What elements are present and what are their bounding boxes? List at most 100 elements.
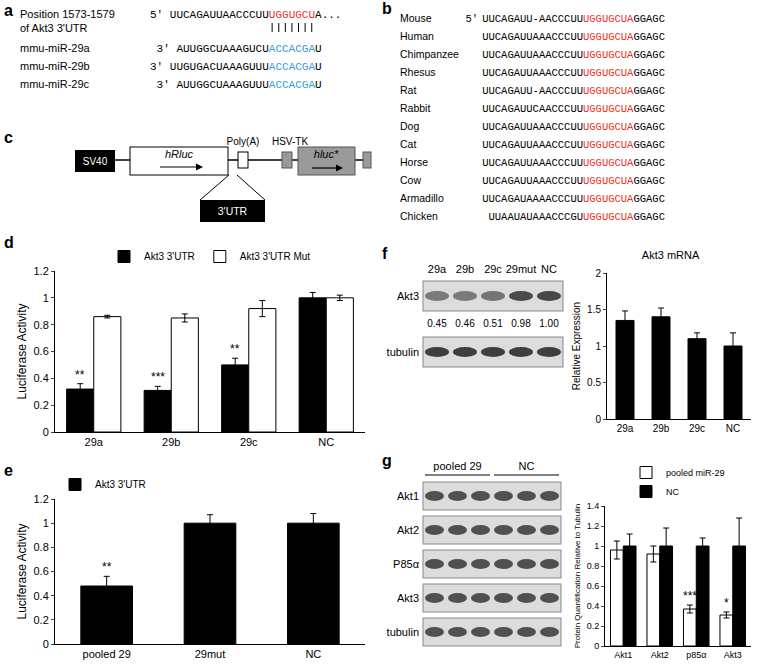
svg-text:0.51: 0.51 bbox=[483, 318, 503, 329]
svg-text:***: *** bbox=[151, 370, 165, 384]
svg-text:NC: NC bbox=[541, 263, 557, 275]
svg-text:0.6: 0.6 bbox=[34, 345, 49, 357]
svg-text:mmu-miR-29b: mmu-miR-29b bbox=[20, 60, 90, 72]
svg-text:UGGUGCUAGGAGC: UGGUGCUAGGAGC bbox=[583, 211, 665, 223]
svg-text:UUCAGAUUAAACCCUU: UUCAGAUUAAACCCUU bbox=[482, 157, 583, 169]
svg-text:29a: 29a bbox=[428, 263, 447, 275]
svg-text:c: c bbox=[4, 129, 13, 146]
svg-text:pooled miR-29: pooled miR-29 bbox=[666, 468, 725, 478]
svg-text:UUCAGAUUAAACCCUU: UUCAGAUUAAACCCUU bbox=[482, 121, 583, 133]
svg-text:UGGUGCUAGGAGC: UGGUGCUAGGAGC bbox=[583, 31, 665, 43]
svg-text:UGGUGCUAGGAGC: UGGUGCUAGGAGC bbox=[583, 193, 665, 205]
svg-text:NC: NC bbox=[519, 460, 535, 472]
svg-text:5': 5' bbox=[466, 13, 479, 25]
svg-text:1: 1 bbox=[43, 292, 49, 304]
svg-text:hluc*: hluc* bbox=[314, 148, 339, 160]
svg-text:0.6: 0.6 bbox=[587, 581, 600, 591]
svg-text:29b: 29b bbox=[653, 423, 670, 434]
svg-text:UGGUGCUAGGAGC: UGGUGCUAGGAGC bbox=[583, 85, 665, 97]
svg-text:UGGUGCUAGGAGC: UGGUGCUAGGAGC bbox=[583, 49, 665, 61]
svg-text:0.6: 0.6 bbox=[34, 565, 49, 577]
svg-text:1.4: 1.4 bbox=[587, 501, 600, 511]
svg-text:3' AUUGGCUAAAGUCUACCACGAU: 3' AUUGGCUAAAGUCUACCACGAU bbox=[157, 43, 322, 55]
svg-text:NC: NC bbox=[305, 648, 321, 660]
svg-text:SV40: SV40 bbox=[83, 156, 108, 167]
svg-text:P85α: P85α bbox=[393, 558, 420, 570]
svg-text:1.2: 1.2 bbox=[34, 265, 49, 277]
svg-text:Cow: Cow bbox=[400, 174, 421, 186]
svg-text:Chimpanzee: Chimpanzee bbox=[400, 48, 459, 60]
svg-text:0: 0 bbox=[595, 414, 601, 425]
svg-text:0.4: 0.4 bbox=[34, 372, 49, 384]
svg-text:g: g bbox=[382, 452, 392, 469]
svg-text:2: 2 bbox=[595, 268, 601, 279]
svg-text:Akt3 3'UTR: Akt3 3'UTR bbox=[95, 479, 146, 490]
svg-text:Rat: Rat bbox=[400, 84, 416, 96]
svg-text:1.2: 1.2 bbox=[587, 521, 600, 531]
svg-text:Akt3: Akt3 bbox=[397, 290, 419, 302]
svg-text:29c: 29c bbox=[689, 423, 705, 434]
svg-text:**: ** bbox=[102, 560, 112, 574]
svg-text:29mut: 29mut bbox=[195, 648, 226, 660]
svg-text:UGGUGCUAGGAGC: UGGUGCUAGGAGC bbox=[583, 13, 665, 25]
svg-text:UGGUGCUAGGAGC: UGGUGCUAGGAGC bbox=[583, 67, 665, 79]
svg-text:UUCAGAUUAAACCCUU: UUCAGAUUAAACCCUU bbox=[482, 139, 583, 151]
svg-text:Luciferase Activity: Luciferase Activity bbox=[15, 303, 29, 399]
svg-text:Akt2: Akt2 bbox=[397, 524, 419, 536]
svg-text:Luciferase Activity: Luciferase Activity bbox=[15, 523, 29, 619]
svg-text:0.4: 0.4 bbox=[34, 590, 49, 602]
svg-text:1: 1 bbox=[595, 341, 601, 352]
svg-text:UGGUGCUAGGAGC: UGGUGCUAGGAGC bbox=[583, 175, 665, 187]
svg-text:29c: 29c bbox=[240, 436, 258, 448]
svg-text:UUCAGAUAAAACCCUU: UUCAGAUAAAACCCUU bbox=[482, 193, 583, 205]
svg-text:a: a bbox=[4, 2, 13, 19]
svg-text:Mouse: Mouse bbox=[400, 12, 432, 24]
svg-text:mmu-miR-29c: mmu-miR-29c bbox=[20, 78, 90, 90]
svg-text:0.45: 0.45 bbox=[427, 318, 447, 329]
svg-text:0.46: 0.46 bbox=[455, 318, 475, 329]
svg-text:1.2: 1.2 bbox=[34, 493, 49, 505]
svg-text:Poly(A): Poly(A) bbox=[227, 136, 260, 147]
svg-text:UGGUGCUAGGAGC: UGGUGCUAGGAGC bbox=[583, 157, 665, 169]
svg-text:29b: 29b bbox=[162, 436, 180, 448]
svg-text:3'UTR: 3'UTR bbox=[218, 205, 248, 217]
svg-text:Akt1: Akt1 bbox=[614, 650, 632, 660]
svg-text:***: *** bbox=[683, 589, 697, 603]
svg-text:NC: NC bbox=[666, 487, 679, 497]
svg-text:0.4: 0.4 bbox=[587, 601, 600, 611]
svg-text:0.2: 0.2 bbox=[587, 621, 600, 631]
svg-text:Akt3: Akt3 bbox=[724, 650, 742, 660]
svg-text:UUCAGAUU-AACCCUU: UUCAGAUU-AACCCUU bbox=[482, 85, 583, 97]
svg-text:Akt2: Akt2 bbox=[651, 650, 669, 660]
svg-text:29a: 29a bbox=[85, 436, 104, 448]
svg-text:3' AUUGGCUAAAGUUUACCACGAU: 3' AUUGGCUAAAGUUUACCACGAU bbox=[157, 79, 322, 91]
svg-text:Protein Quantification Relativ: Protein Quantification Relative to Tubul… bbox=[573, 504, 582, 649]
svg-text:Akt3 3'UTR Mut: Akt3 3'UTR Mut bbox=[240, 251, 310, 262]
svg-text:Dog: Dog bbox=[400, 120, 419, 132]
svg-text:0: 0 bbox=[43, 638, 49, 650]
svg-text:1.5: 1.5 bbox=[587, 304, 601, 315]
svg-text:HSV-TK: HSV-TK bbox=[272, 136, 308, 147]
svg-text:Cat: Cat bbox=[400, 138, 416, 150]
svg-text:mmu-miR-29a: mmu-miR-29a bbox=[20, 42, 91, 54]
svg-text:1: 1 bbox=[594, 541, 599, 551]
svg-text:29b: 29b bbox=[456, 263, 474, 275]
svg-text:p85α: p85α bbox=[686, 650, 706, 660]
svg-text:UUAAUAUAAACCCGU: UUAAUAUAAACCCGU bbox=[488, 211, 583, 223]
svg-text:Rabbit: Rabbit bbox=[400, 102, 430, 114]
svg-text:pooled 29: pooled 29 bbox=[433, 460, 481, 472]
svg-text:Armadillo: Armadillo bbox=[400, 192, 444, 204]
svg-text:Horse: Horse bbox=[400, 156, 428, 168]
svg-text:Rhesus: Rhesus bbox=[400, 66, 436, 78]
svg-text:0.8: 0.8 bbox=[34, 541, 49, 553]
svg-text:NC: NC bbox=[726, 423, 740, 434]
svg-text:**: ** bbox=[75, 368, 85, 382]
svg-text:of Akt3 3'UTR: of Akt3 3'UTR bbox=[20, 22, 88, 34]
svg-text:UGGUGCUAGGAGC: UGGUGCUAGGAGC bbox=[583, 139, 665, 151]
svg-text:29a: 29a bbox=[617, 423, 634, 434]
svg-text:UGGUGCUAGGAGC: UGGUGCUAGGAGC bbox=[583, 103, 665, 115]
svg-text:*: * bbox=[724, 596, 729, 610]
svg-text:b: b bbox=[382, 0, 392, 17]
svg-text:0.5: 0.5 bbox=[587, 377, 601, 388]
svg-text:Human: Human bbox=[400, 30, 434, 42]
